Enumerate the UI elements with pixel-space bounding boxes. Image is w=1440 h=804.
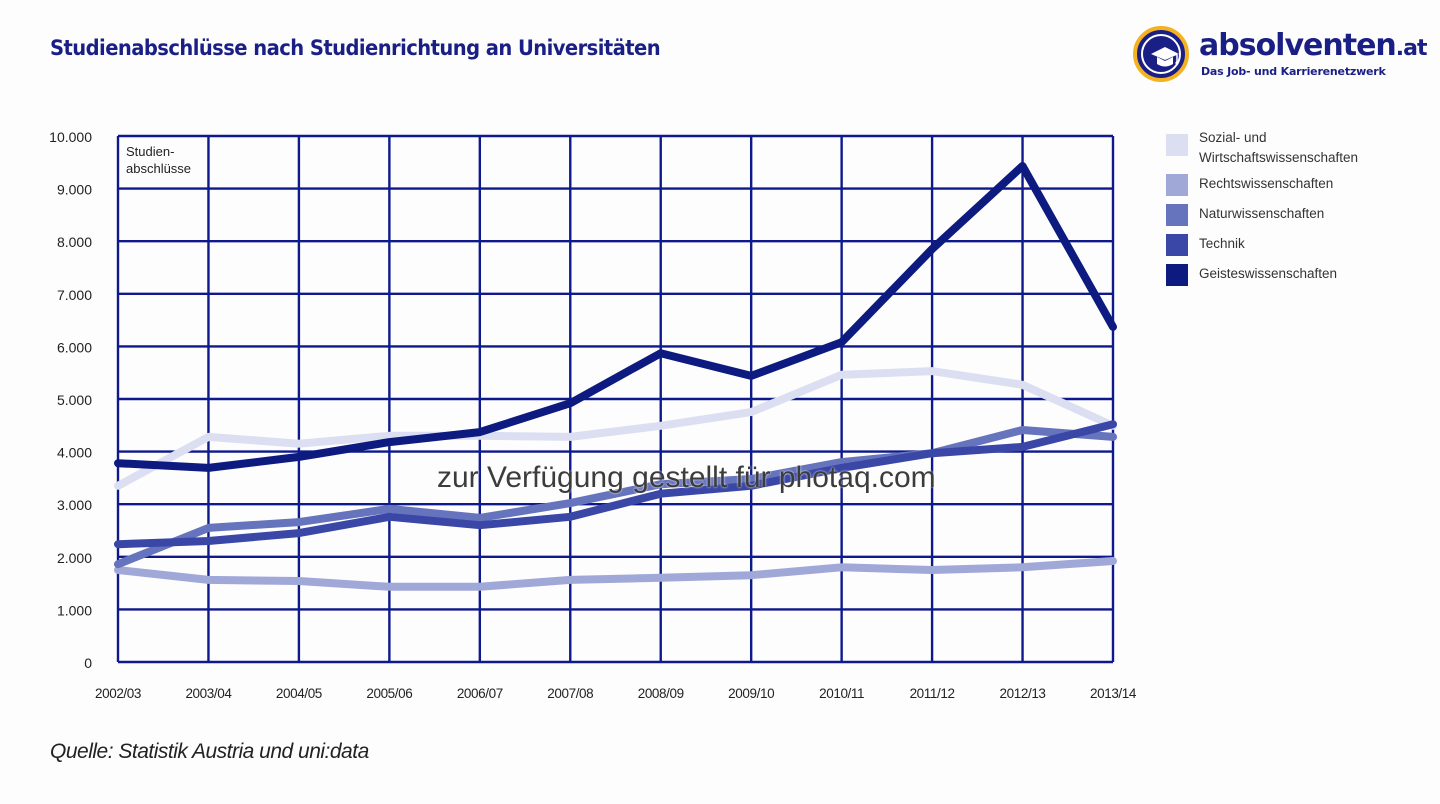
chart-title: Studienabschlüsse nach Studienrichtung a… [50, 36, 661, 60]
legend-item-technik: Technik [1166, 234, 1245, 256]
x-tick-label: 2007/08 [547, 686, 593, 701]
legend-label: Rechtswissenschaften [1199, 176, 1334, 191]
legend-label: Sozial- und Wirtschaftswissenschaften [1199, 130, 1359, 165]
y-tick-label: 0 [84, 655, 92, 671]
legend-item-natur: Naturwissenschaften [1166, 204, 1324, 226]
y-axis-label: Studien- abschlüsse [126, 143, 191, 177]
x-tick-label: 2013/14 [1090, 686, 1137, 701]
legend-swatch [1166, 174, 1188, 196]
series-line-rechts [114, 557, 1117, 591]
y-axis-label-line-1: Studien- [126, 144, 175, 159]
x-axis-tick-labels: 2002/03 2003/04 2004/05 2005/06 2006/07 2007/… [95, 686, 1137, 701]
y-tick-label: 3.000 [57, 497, 92, 513]
legend-label: Geisteswissenschaften [1199, 266, 1338, 281]
y-axis-label-line-2: abschlüsse [126, 161, 192, 176]
legend-label: Technik [1199, 236, 1245, 251]
y-tick-label: 1.000 [57, 602, 92, 618]
logo-name-text: absolventen [1199, 28, 1397, 63]
legend-swatch [1166, 264, 1188, 286]
legend-swatch [1166, 204, 1188, 226]
logo-tagline: Das Job- und Karrierenetzwerk [1201, 65, 1386, 78]
x-tick-label: 2006/07 [457, 686, 503, 701]
x-tick-label: 2002/03 [95, 686, 141, 701]
series-line-sozial [114, 367, 1117, 490]
x-tick-label: 2010/11 [819, 686, 864, 701]
y-tick-label: 5.000 [57, 392, 92, 408]
x-tick-label: 2005/06 [366, 686, 412, 701]
brand-logo[interactable]: absolventen.at Das Job- und Karrierenetz… [1133, 26, 1428, 92]
y-tick-label: 2.000 [57, 550, 92, 566]
logo-tld-text: .at [1395, 36, 1428, 61]
logo-badge [1133, 26, 1189, 82]
series-line-technik [114, 420, 1117, 549]
x-tick-label: 2009/10 [728, 686, 774, 701]
y-tick-label: 10.000 [49, 129, 92, 145]
x-tick-label: 2008/09 [638, 686, 684, 701]
legend-label: Naturwissenschaften [1199, 206, 1325, 221]
chart-grid [116, 134, 1115, 664]
logo-wordmark: absolventen.at [1199, 28, 1428, 63]
x-tick-label: 2003/04 [185, 686, 232, 701]
legend-swatch [1166, 234, 1188, 256]
y-tick-label: 6.000 [57, 339, 92, 355]
legend-item-rechts: Rechtswissenschaften [1166, 174, 1333, 196]
series-lines [114, 162, 1117, 591]
x-tick-label: 2011/12 [910, 686, 955, 701]
y-tick-label: 8.000 [57, 234, 92, 250]
y-axis-tick-labels: 0 1.000 2.000 3.000 4.000 5.000 6.000 7.000 8.00… [49, 129, 92, 671]
x-tick-label: 2004/05 [276, 686, 322, 701]
y-tick-label: 9.000 [57, 182, 92, 198]
legend-item-sozial: Sozial- und Wirtschaftswissenschaften [1166, 130, 1358, 168]
series-line-geistes [114, 162, 1117, 472]
legend-item-geistes: Geisteswissenschaften [1166, 264, 1337, 286]
y-tick-label: 4.000 [57, 445, 92, 461]
y-tick-label: 7.000 [57, 287, 92, 303]
source-note: Quelle: Statistik Austria und uni:data [50, 740, 369, 763]
legend-swatch [1166, 134, 1188, 156]
x-tick-label: 2012/13 [1000, 686, 1046, 701]
